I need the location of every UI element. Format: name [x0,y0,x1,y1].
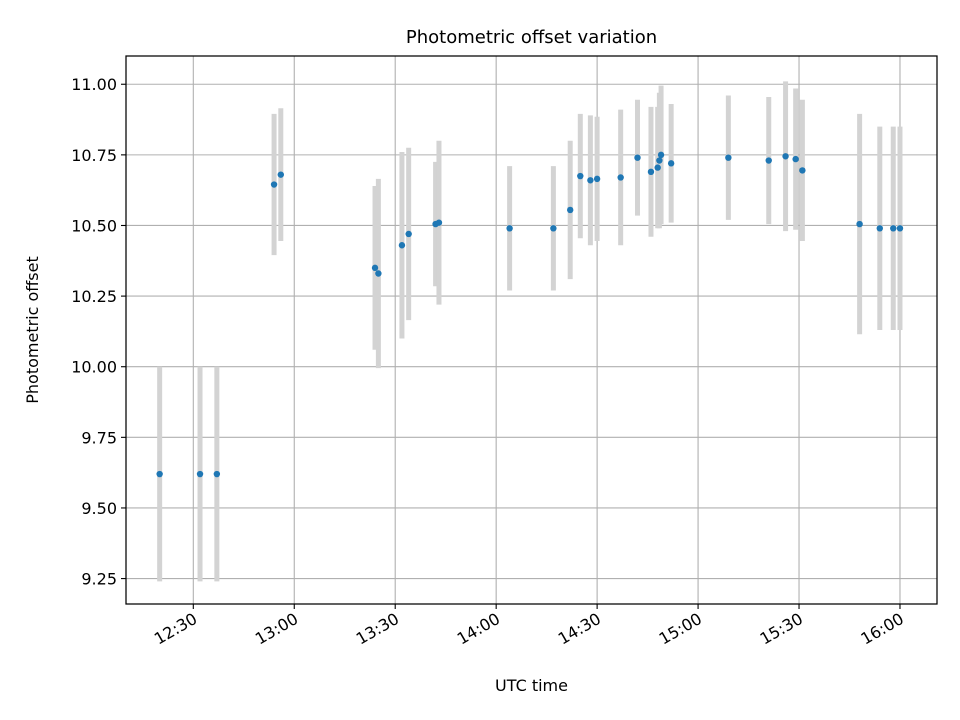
data-point [213,470,221,478]
y-tick-label: 11.00 [71,75,117,94]
grid-layer [126,56,937,604]
data-point [587,177,594,184]
data-point [577,172,584,180]
point-layer [156,151,904,478]
y-tick-label: 10.25 [71,287,117,306]
y-axis-label: Photometric offset [23,256,42,404]
data-point [398,242,406,249]
data-point [375,270,382,277]
y-tick-label: 10.75 [71,146,117,165]
data-point [782,153,789,160]
y-tick-label: 10.00 [71,358,117,377]
y-tick-label: 9.75 [81,428,117,447]
data-point [656,157,663,164]
data-point [550,225,557,232]
data-point [654,164,661,171]
data-point [896,225,904,232]
x-tick-label: 12:30 [151,609,200,649]
data-point [405,230,412,238]
data-point [196,470,204,478]
y-tick-label: 10.50 [71,216,117,235]
tick-layer: 12:30 13:00 13:30 14:00 14:30 15:00 15:30 16:00… [71,75,907,648]
x-tick-label: 13:30 [353,609,402,649]
data-point [156,470,163,478]
y-tick-label: 9.25 [81,570,117,589]
data-point [435,219,443,226]
data-point [667,160,675,167]
y-tick-label: 9.50 [81,499,117,518]
x-tick-label: 16:00 [858,609,907,649]
data-point [566,206,574,214]
data-point [657,151,665,159]
x-tick-label: 14:30 [555,609,604,649]
data-point [890,225,897,232]
data-point [506,225,513,232]
x-tick-label: 15:00 [656,609,705,649]
data-point [371,264,379,272]
x-tick-label: 13:00 [252,609,301,649]
data-point [876,225,883,232]
plot-frame [125,55,938,605]
data-point [725,154,732,161]
data-point [634,154,641,161]
errorbar-layer [157,81,903,582]
data-point [765,157,772,164]
data-point [647,168,655,176]
x-tick-label: 15:30 [757,609,806,649]
data-point [593,175,601,183]
data-point [792,155,799,163]
data-point [270,181,278,188]
chart-title: Photometric offset variation [406,27,657,48]
x-tick-label: 14:00 [454,609,503,649]
data-point [617,174,624,181]
data-point [856,220,863,228]
data-point [799,167,806,174]
x-axis-label: UTC time [495,676,568,695]
data-point [277,171,284,178]
